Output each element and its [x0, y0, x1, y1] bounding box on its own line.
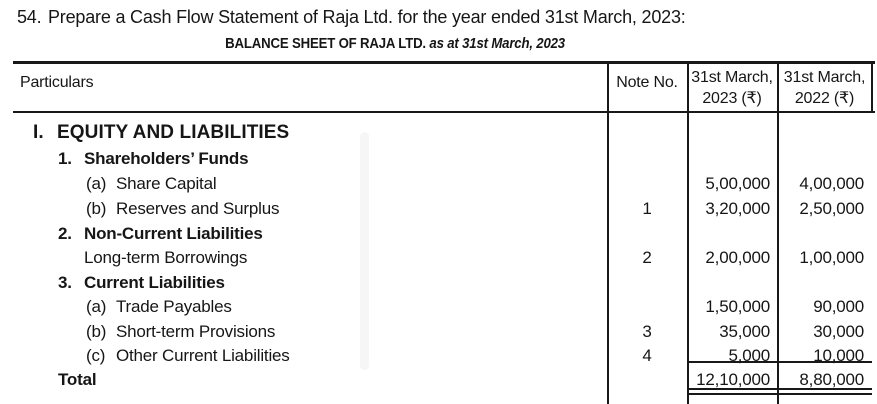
column-divider-particulars	[607, 61, 609, 404]
row-label: Reserves and Surplus	[116, 198, 280, 218]
row-prefix: (a)	[86, 297, 107, 316]
header-2022-line1: 31st March,	[783, 69, 866, 86]
note-no: 2	[642, 248, 652, 267]
title-main: BALANCE SHEET OF RAJA LTD.	[225, 35, 426, 52]
table-top-border	[13, 61, 875, 64]
row-label: EQUITY AND LIABILITIES	[57, 121, 290, 143]
row-label: Share Capital	[116, 173, 217, 193]
scan-smudge	[360, 132, 369, 370]
column-divider-note	[687, 61, 689, 404]
amount-2023: 1,50,000	[705, 297, 770, 316]
header-31st-march-2022: 31st March, 2022 (₹)	[777, 67, 872, 109]
row-current-liabilities: 3. Current Liabilities	[0, 270, 877, 295]
question-number: 54.	[17, 7, 42, 27]
amount-2022: 90,000	[813, 297, 864, 316]
row-label: Current Liabilities	[84, 272, 225, 292]
header-2022-line2: 2022 (₹)	[794, 90, 855, 107]
amount-2022: 4,00,000	[799, 173, 864, 193]
row-prefix: I.	[33, 121, 44, 143]
row-label: Trade Payables	[116, 297, 232, 316]
amount-2022: 30,000	[813, 321, 864, 341]
note-no: 3	[642, 321, 652, 341]
row-prefix: 2.	[58, 223, 72, 243]
amount-2023: 5,00,000	[705, 173, 770, 193]
header-31st-march-2023: 31st March, 2023 (₹)	[687, 67, 777, 109]
amount-2023: 35,000	[719, 321, 770, 341]
question-text: Prepare a Cash Flow Statement of Raja Lt…	[48, 7, 686, 27]
question-line: 54. Prepare a Cash Flow Statement of Raja…	[17, 7, 686, 28]
note-no: 1	[642, 198, 652, 218]
row-trade-payables: (a) Trade Payables 1,50,000 90,000	[0, 295, 877, 319]
row-prefix: 3.	[58, 272, 72, 292]
row-label: Long-term Borrowings	[84, 248, 248, 267]
amount-2022: 2,50,000	[799, 198, 864, 218]
row-prefix: (c)	[86, 345, 106, 365]
row-label: Non-Current Liabilities	[84, 223, 263, 243]
row-prefix: (a)	[86, 173, 107, 193]
row-other-current-liabilities: (c) Other Current Liabilities 4 5,000 10,…	[0, 344, 877, 367]
table-body: I. EQUITY AND LIABILITIES 1. Shareholders’…	[0, 119, 877, 393]
row-long-term-borrowings: Long-term Borrowings 2 2,00,000 1,00,000	[0, 246, 877, 270]
total-rule-above	[689, 361, 872, 363]
balance-sheet-title: BALANCE SHEET OF RAJA LTD. as at 31st Ma…	[0, 35, 790, 53]
row-label: Other Current Liabilities	[116, 345, 290, 365]
amount-2022: 1,00,000	[799, 248, 864, 267]
amount-2023: 2,00,000	[705, 248, 770, 267]
note-no: 4	[642, 345, 652, 365]
title-subtitle: as at 31st March, 2023	[425, 35, 565, 52]
amount-2023: 5,000	[728, 345, 770, 365]
column-divider-years	[777, 61, 779, 404]
total-double-rule-1	[689, 388, 872, 390]
row-share-capital: (a) Share Capital 5,00,000 4,00,000	[0, 171, 877, 196]
header-2023-line1: 31st March,	[691, 69, 773, 86]
row-short-term-provisions: (b) Short-term Provisions 3 35,000 30,000	[0, 319, 877, 344]
header-note-no: Note No.	[616, 74, 678, 91]
row-reserves-and-surplus: (b) Reserves and Surplus 1 3,20,000 2,50,…	[0, 196, 877, 221]
total-double-rule-2	[689, 393, 872, 395]
row-prefix: 1.	[58, 148, 72, 168]
row-label: Total	[58, 370, 97, 389]
amount-2022: 8,80,000	[799, 370, 864, 389]
row-total: Total 12,10,000 8,80,000	[0, 367, 877, 393]
row-prefix: (b)	[86, 321, 107, 341]
row-label: Short-term Provisions	[116, 321, 276, 341]
row-prefix: (b)	[86, 198, 107, 218]
row-non-current-liabilities: 2. Non-Current Liabilities	[0, 221, 877, 246]
amount-2023: 12,10,000	[696, 370, 770, 389]
table-header-border	[13, 111, 875, 113]
amount-2022: 10,000	[813, 345, 864, 365]
header-particulars: Particulars	[20, 74, 94, 91]
row-label: Shareholders’ Funds	[84, 148, 249, 168]
table-right-border	[871, 61, 873, 113]
header-2023-line2: 2023 (₹)	[702, 90, 762, 107]
row-shareholders-funds: 1. Shareholders’ Funds	[0, 146, 877, 171]
row-equity-and-liabilities: I. EQUITY AND LIABILITIES	[0, 119, 877, 146]
amount-2023: 3,20,000	[705, 198, 770, 218]
